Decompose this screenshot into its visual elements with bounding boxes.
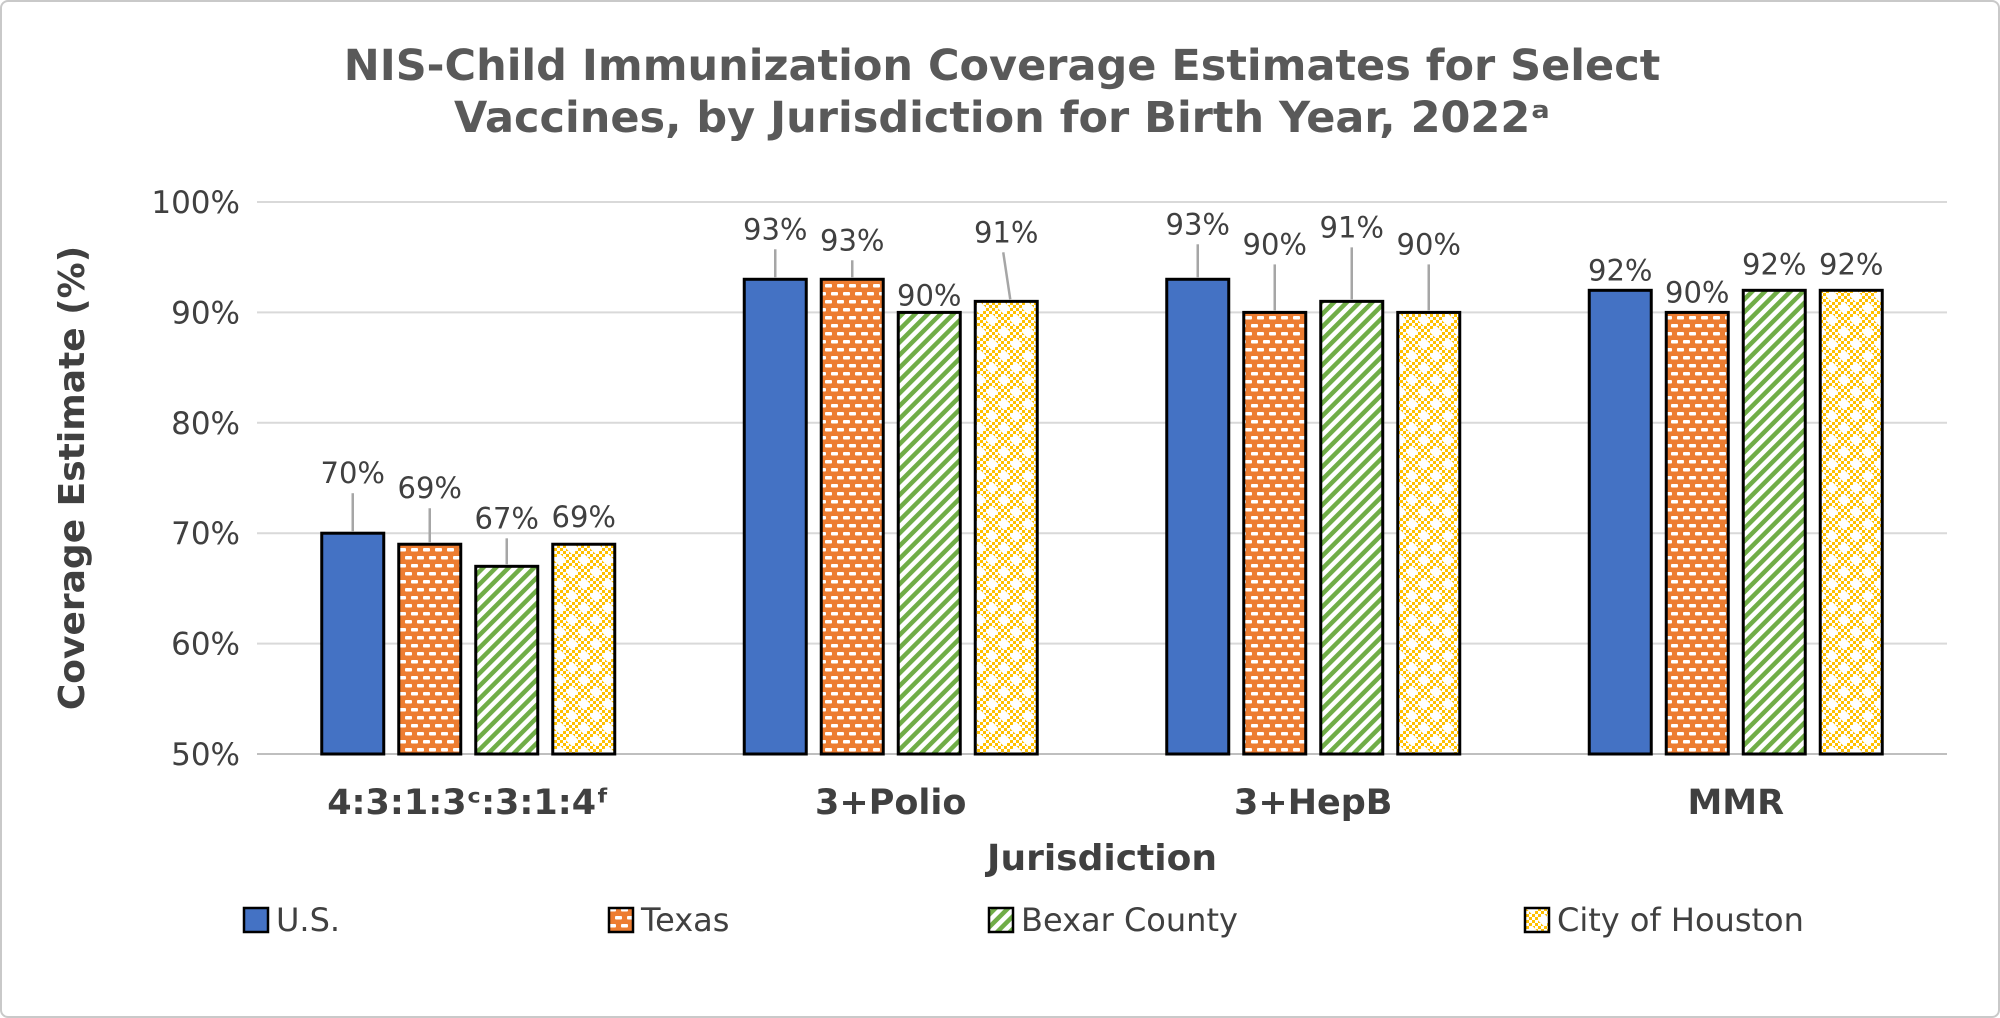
chart-title-line2: Vaccines, by Jurisdiction for Birth Year… [454,93,1550,143]
legend-item-city-of-houston: City of Houston [1523,901,1804,939]
bar-us-3-polio [742,277,808,756]
x-category-label-mmr: MMR [1687,783,1784,823]
legend-item-us: U.S. [242,901,340,939]
x-category-label-3-polio: 3+Polio [815,783,966,823]
bar-value-label-bexar-county-3-polio: 90% [897,278,961,312]
y-tick-label-100: 100% [151,185,240,221]
bar-value-label-bexar-county-mmr: 92% [1742,247,1806,281]
bar-value-label-texas-mmr: 90% [1665,275,1729,309]
bar-city-of-houston-4313-314 [551,542,617,756]
bar-texas-mmr [1664,310,1730,756]
bar-bexar-county-3-hepb [1319,299,1385,756]
legend-label-us: U.S. [276,901,340,939]
bar-value-label-texas-4313-314: 69% [398,471,462,505]
bar-texas-3-hepb [1242,310,1308,756]
bar-value-label-city-of-houston-4313-314: 69% [552,500,616,534]
bar-value-label-texas-3-polio: 93% [820,223,884,257]
legend-label-bexar-county: Bexar County [1021,901,1238,939]
legend-item-texas: Texas [607,901,729,939]
bar-value-label-city-of-houston-mmr: 92% [1819,247,1883,281]
bar-value-label-texas-3-hepb: 90% [1243,227,1307,261]
bar-us-4313-314 [320,531,386,756]
legend-label-texas: Texas [640,901,729,939]
legend-swatch-texas [607,906,635,934]
bar-value-label-bexar-county-3-hepb: 91% [1320,210,1384,244]
bar-city-of-houston-mmr [1818,288,1884,756]
bar-us-3-hepb [1165,277,1231,756]
legend-swatch-city-of-houston [1523,906,1551,934]
bar-value-label-us-3-polio: 93% [743,212,807,246]
x-axis-title: Jurisdiction [984,838,1217,879]
bar-value-label-bexar-county-4313-314: 67% [475,501,539,535]
bar-city-of-houston-3-polio [973,299,1039,756]
x-category-label-3-hepb: 3+HepB [1234,783,1392,823]
y-tick-label-50: 50% [171,737,240,773]
bar-texas-3-polio [819,277,885,756]
chart-title-line1: NIS-Child Immunization Coverage Estimate… [344,41,1661,91]
y-tick-label-60: 60% [171,627,240,663]
bar-us-mmr [1587,288,1653,756]
y-tick-label-90: 90% [171,295,240,331]
bar-bexar-county-4313-314 [474,564,540,756]
legend-swatch-us [242,906,270,934]
legend-swatch-bexar-county [987,906,1015,934]
label-leader-line [1002,252,1012,300]
bar-value-label-us-3-hepb: 93% [1166,207,1230,241]
x-category-label-4313-314: 4:3:1:3ᶜ:3:1:4ᶠ [327,783,609,823]
bar-value-label-city-of-houston-3-polio: 91% [974,215,1038,249]
bar-city-of-houston-3-hepb [1396,310,1462,756]
bar-bexar-county-mmr [1741,288,1807,756]
bar-value-label-us-4313-314: 70% [321,456,385,490]
y-axis-title: Coverage Estimate (%) [52,246,93,710]
bar-value-label-city-of-houston-3-hepb: 90% [1397,227,1461,261]
legend-label-city-of-houston: City of Houston [1557,901,1804,939]
y-tick-label-80: 80% [171,406,240,442]
bar-value-label-us-mmr: 92% [1588,253,1652,287]
y-tick-label-70: 70% [171,516,240,552]
bar-bexar-county-3-polio [896,310,962,756]
bar-texas-4313-314 [397,542,463,756]
legend-item-bexar-county: Bexar County [987,901,1238,939]
